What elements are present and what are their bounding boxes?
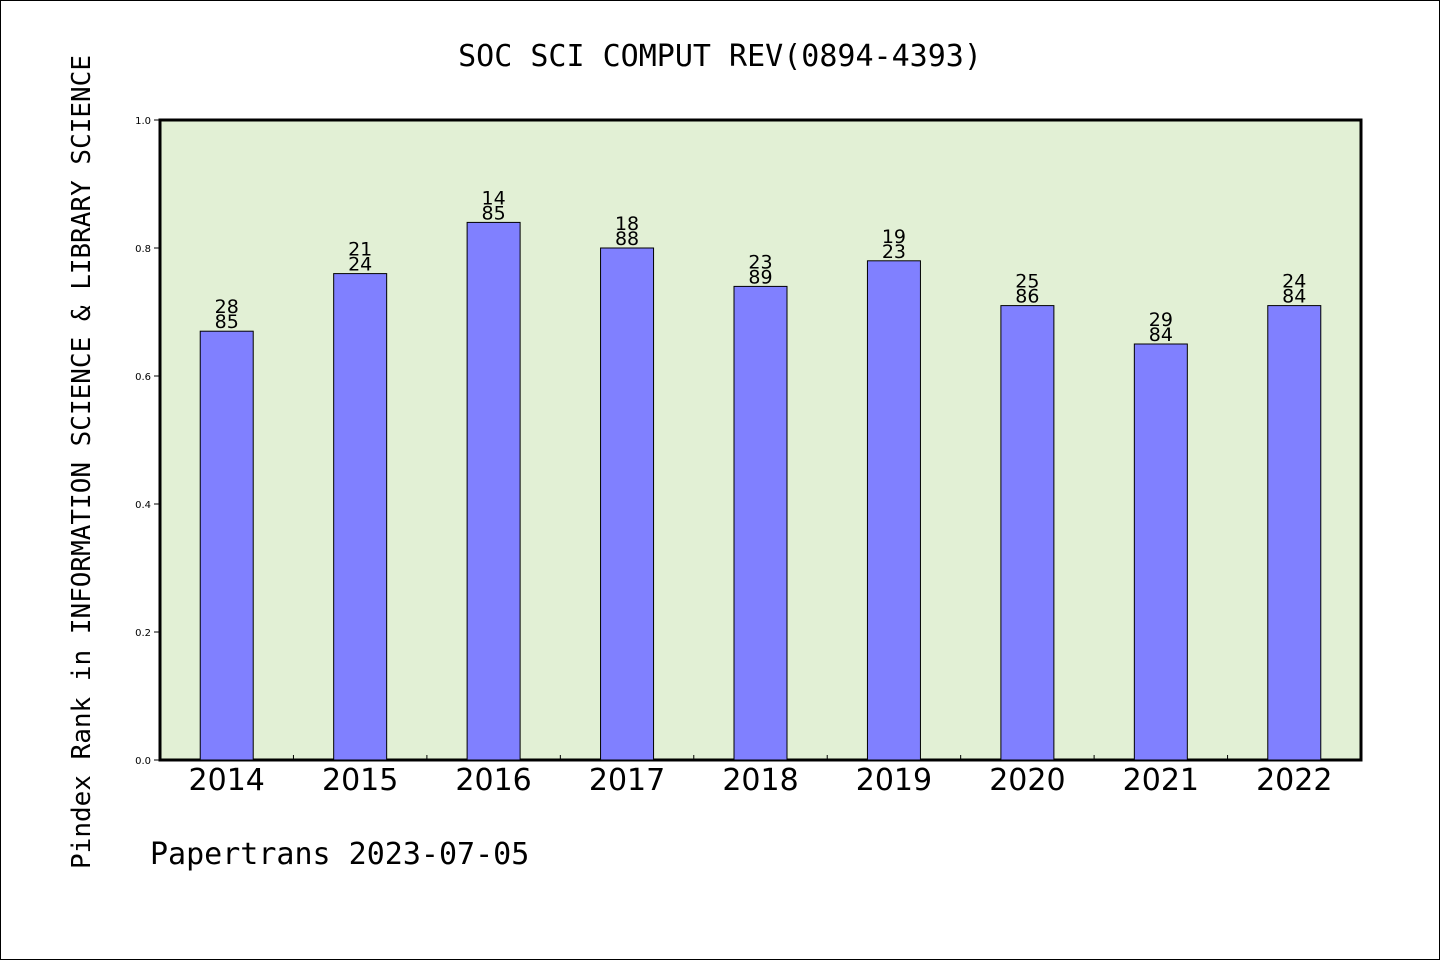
bar-2017 xyxy=(600,247,655,761)
bar-2022 xyxy=(1267,305,1322,761)
bar-label-bottom: 24 xyxy=(348,254,372,276)
bar-label-top: 24 xyxy=(1282,271,1306,293)
bar-label-bottom: 85 xyxy=(215,311,239,333)
y-axis: 0.0 0.2 0.4 0.6 0.8 1.0 xyxy=(135,116,160,767)
bar-label-top: 21 xyxy=(348,239,372,261)
y-tick-label: 0.4 xyxy=(135,500,151,511)
x-tick-label: 2017 xyxy=(589,763,665,798)
bar-label-top: 25 xyxy=(1015,271,1039,293)
bar-label-top: 18 xyxy=(615,213,639,235)
y-tick-label: 0.6 xyxy=(135,372,151,383)
x-tick-label: 2021 xyxy=(1123,763,1199,798)
bar-label-top: 23 xyxy=(748,251,772,273)
x-tick-label: 2019 xyxy=(856,763,932,798)
bar-2021 xyxy=(1133,343,1188,761)
y-tick-label: 0.0 xyxy=(135,756,151,767)
bar-label-bottom: 85 xyxy=(482,202,506,224)
bar-2016 xyxy=(466,221,521,761)
bar-label-bottom: 88 xyxy=(615,228,639,250)
y-tick-label: 0.8 xyxy=(135,244,151,255)
bar-label-bottom: 89 xyxy=(748,266,772,288)
bar-label-bottom: 23 xyxy=(882,241,906,263)
bar-label-top: 14 xyxy=(482,187,506,209)
y-axis-label: Pindex Rank in INFORMATION SCIENCE & LIB… xyxy=(67,55,97,869)
bar-label-bottom: 84 xyxy=(1149,324,1173,346)
x-axis: 2014 2015 2016 2017 2018 2019 2020 2021 2022 xyxy=(189,755,1332,798)
bar-2019 xyxy=(866,260,921,761)
bar-label-top: 29 xyxy=(1149,309,1173,331)
bar-label-top: 28 xyxy=(215,296,239,318)
bar-label-bottom: 84 xyxy=(1282,286,1306,308)
x-tick-label: 2022 xyxy=(1256,763,1332,798)
x-tick-label: 2018 xyxy=(722,763,798,798)
bar-2015 xyxy=(333,273,388,761)
x-tick-label: 2014 xyxy=(189,763,265,798)
x-tick-label: 2020 xyxy=(989,763,1065,798)
x-tick-label: 2016 xyxy=(455,763,531,798)
bar-2014 xyxy=(199,330,254,761)
bar-2020 xyxy=(1000,305,1055,761)
x-tick-label: 2015 xyxy=(322,763,398,798)
bar-label-top: 19 xyxy=(882,226,906,248)
chart-title: SOC SCI COMPUT REV(0894-4393) xyxy=(458,39,982,74)
footer-credit: Papertrans 2023-07-05 xyxy=(150,837,529,872)
y-tick-label: 1.0 xyxy=(135,116,151,127)
bar-label-bottom: 86 xyxy=(1015,286,1039,308)
y-tick-label: 0.2 xyxy=(135,628,151,639)
bar-2018 xyxy=(733,285,788,761)
